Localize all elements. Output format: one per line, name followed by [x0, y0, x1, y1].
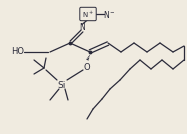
Text: $\mathregular{N^+}$: $\mathregular{N^+}$	[82, 9, 94, 20]
Text: N: N	[79, 23, 85, 33]
Text: HO: HO	[11, 47, 24, 57]
Text: Si: Si	[58, 81, 66, 90]
Text: O: O	[84, 62, 90, 72]
FancyBboxPatch shape	[80, 7, 96, 21]
Text: $\mathregular{N^-}$: $\mathregular{N^-}$	[103, 8, 115, 20]
